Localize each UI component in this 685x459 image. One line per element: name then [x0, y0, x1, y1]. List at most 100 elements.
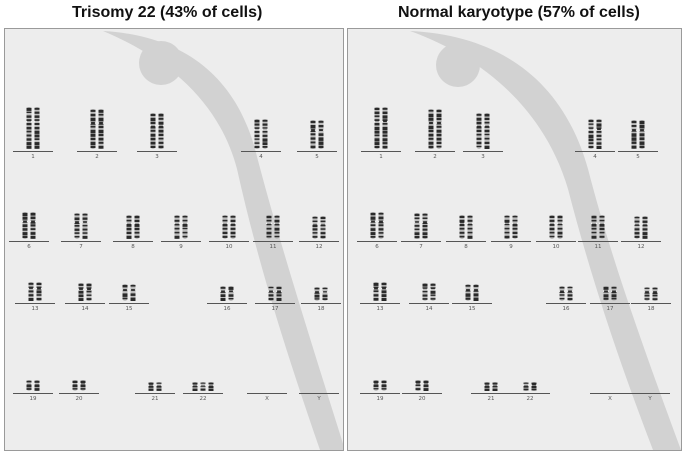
chromosome-copy [381, 380, 387, 391]
chromosome-pair-16 [220, 286, 234, 301]
background-swoosh [410, 31, 681, 450]
chromosome-copy [156, 382, 162, 391]
chromosome-label: 8 [131, 244, 135, 250]
chromosome-pair-22 [192, 382, 214, 391]
chromosome-copy [422, 213, 428, 239]
chromosome-copy [200, 382, 206, 391]
chromosome-copy [126, 215, 132, 239]
baseline [207, 303, 247, 304]
baseline [618, 151, 658, 152]
chromosome-label: 13 [31, 306, 39, 312]
chromosome-label: 1 [379, 154, 383, 160]
right-panel-title: Normal karyotype (57% of cells) [398, 4, 640, 21]
chromosome-copy [374, 107, 380, 149]
baseline [631, 303, 671, 304]
chromosome-copy [631, 120, 637, 149]
chromosome-copy [634, 216, 640, 239]
chromosome-copy [36, 282, 42, 301]
baseline [241, 151, 281, 152]
chromosome-copy [148, 382, 154, 391]
chromosome-pair-2 [90, 109, 104, 149]
chromosome-pair-1 [374, 107, 388, 149]
chromosome-label: 6 [375, 244, 379, 250]
baseline [590, 303, 630, 304]
chromosome-copy [150, 113, 156, 149]
chromosome-copy [373, 282, 379, 301]
chromosome-copy [484, 382, 490, 391]
chromosome-copy [642, 216, 648, 239]
chromosome-pair-13 [373, 282, 387, 301]
chromosome-copy [30, 212, 36, 239]
baseline [161, 241, 201, 242]
chromosome-label: 20 [418, 396, 426, 402]
chromosome-label: 8 [464, 244, 468, 250]
baseline [65, 303, 105, 304]
chromosome-copy [228, 286, 234, 301]
chromosome-pair-15 [122, 284, 136, 301]
chromosome-label: 22 [199, 396, 207, 402]
chromosome-pair-17 [603, 286, 617, 301]
chromosome-copy [322, 287, 328, 301]
chromosome-pair-14 [422, 283, 436, 301]
chromosome-pair-17 [268, 286, 282, 301]
chromosome-label: 14 [81, 306, 89, 312]
chromosome-label: Y [317, 396, 321, 402]
chromosome-pair-8 [459, 215, 473, 239]
chromosome-label: 10 [225, 244, 233, 250]
baseline [297, 151, 337, 152]
baseline [61, 241, 101, 242]
trisomy-karyotype-panel: 1 2 3 4 5 6 7 8 9 10 11 12 13 14 15 16 17 18 19 20 21 22 X Y [4, 28, 344, 451]
chromosome-label: 9 [179, 244, 183, 250]
chromosome-pair-5 [310, 120, 324, 149]
chromosome-copy [262, 119, 268, 149]
chromosome-copy [314, 287, 320, 301]
baseline [247, 393, 287, 394]
chromosome-copy [230, 215, 236, 239]
chromosome-copy [266, 215, 272, 239]
chromosome-label: 17 [606, 306, 614, 312]
chromosome-pair-19 [373, 380, 387, 391]
chromosome-copy [644, 287, 650, 301]
chromosome-copy [591, 215, 597, 239]
chromosome-copy [512, 215, 518, 239]
baseline [402, 393, 442, 394]
chromosome-pair-12 [634, 216, 648, 239]
baseline [630, 393, 670, 394]
chromosome-copy [639, 120, 645, 149]
chromosome-label: X [265, 396, 269, 402]
chromosome-copy [26, 107, 32, 149]
chromosome-pair-19 [26, 380, 40, 391]
chromosome-copy [78, 283, 84, 301]
chromosome-label: 16 [562, 306, 570, 312]
chromosome-label: X [608, 396, 612, 402]
chromosome-label: 12 [637, 244, 645, 250]
baseline [471, 393, 511, 394]
chromosome-copy [130, 284, 136, 301]
chromosome-copy [122, 284, 128, 301]
baseline [77, 151, 117, 152]
baseline [452, 303, 492, 304]
chromosome-copy [82, 213, 88, 239]
chromosome-copy [274, 215, 280, 239]
baseline [463, 151, 503, 152]
chromosome-copy [428, 109, 434, 149]
chromosome-copy [557, 215, 563, 239]
baseline [59, 393, 99, 394]
chromosome-copy [549, 215, 555, 239]
chromosome-pair-10 [549, 215, 563, 239]
chromosome-pair-20 [72, 380, 86, 391]
chromosome-label: 9 [509, 244, 513, 250]
baseline [299, 241, 339, 242]
baseline [415, 151, 455, 152]
chromosome-label: 10 [552, 244, 560, 250]
chromosome-label: 21 [151, 396, 159, 402]
chromosome-pair-21 [484, 382, 498, 391]
chromosome-copy [98, 109, 104, 149]
chromosome-label: 17 [271, 306, 279, 312]
baseline [360, 303, 400, 304]
background-swoosh [103, 31, 343, 450]
chromosome-copy [381, 282, 387, 301]
chromosome-copy [158, 113, 164, 149]
baseline [409, 303, 449, 304]
chromosome-copy [222, 215, 228, 239]
